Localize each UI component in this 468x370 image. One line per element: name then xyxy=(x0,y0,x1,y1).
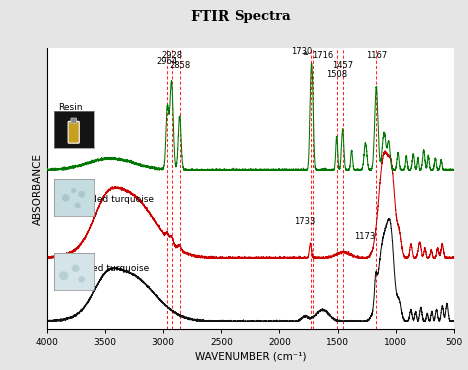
FancyBboxPatch shape xyxy=(68,121,79,143)
Text: 2858: 2858 xyxy=(169,61,190,70)
Text: Resin-filled turquoise: Resin-filled turquoise xyxy=(58,195,154,204)
Text: FTIR: FTIR xyxy=(191,10,234,24)
Text: 2928: 2928 xyxy=(161,51,182,60)
Text: Spectra: Spectra xyxy=(234,10,291,23)
Text: 1733: 1733 xyxy=(294,217,316,226)
Circle shape xyxy=(79,192,84,197)
Text: 1716: 1716 xyxy=(313,51,334,60)
Circle shape xyxy=(79,277,84,282)
Text: 1173: 1173 xyxy=(354,232,376,242)
Circle shape xyxy=(63,195,69,201)
Text: 1167: 1167 xyxy=(366,51,387,60)
Circle shape xyxy=(75,203,80,208)
Circle shape xyxy=(72,189,76,192)
Y-axis label: ABSORBANCE: ABSORBANCE xyxy=(33,153,43,225)
Circle shape xyxy=(60,272,68,279)
Text: 1508: 1508 xyxy=(326,70,347,79)
Text: 1730: 1730 xyxy=(291,47,312,56)
Text: Resin: Resin xyxy=(58,102,83,112)
Text: Untreated turquoise: Untreated turquoise xyxy=(58,264,150,273)
Text: 2964: 2964 xyxy=(157,57,178,66)
X-axis label: WAVENUMBER (cm⁻¹): WAVENUMBER (cm⁻¹) xyxy=(195,352,306,361)
Text: 1457: 1457 xyxy=(332,61,353,70)
FancyBboxPatch shape xyxy=(71,118,76,123)
Circle shape xyxy=(73,265,79,271)
